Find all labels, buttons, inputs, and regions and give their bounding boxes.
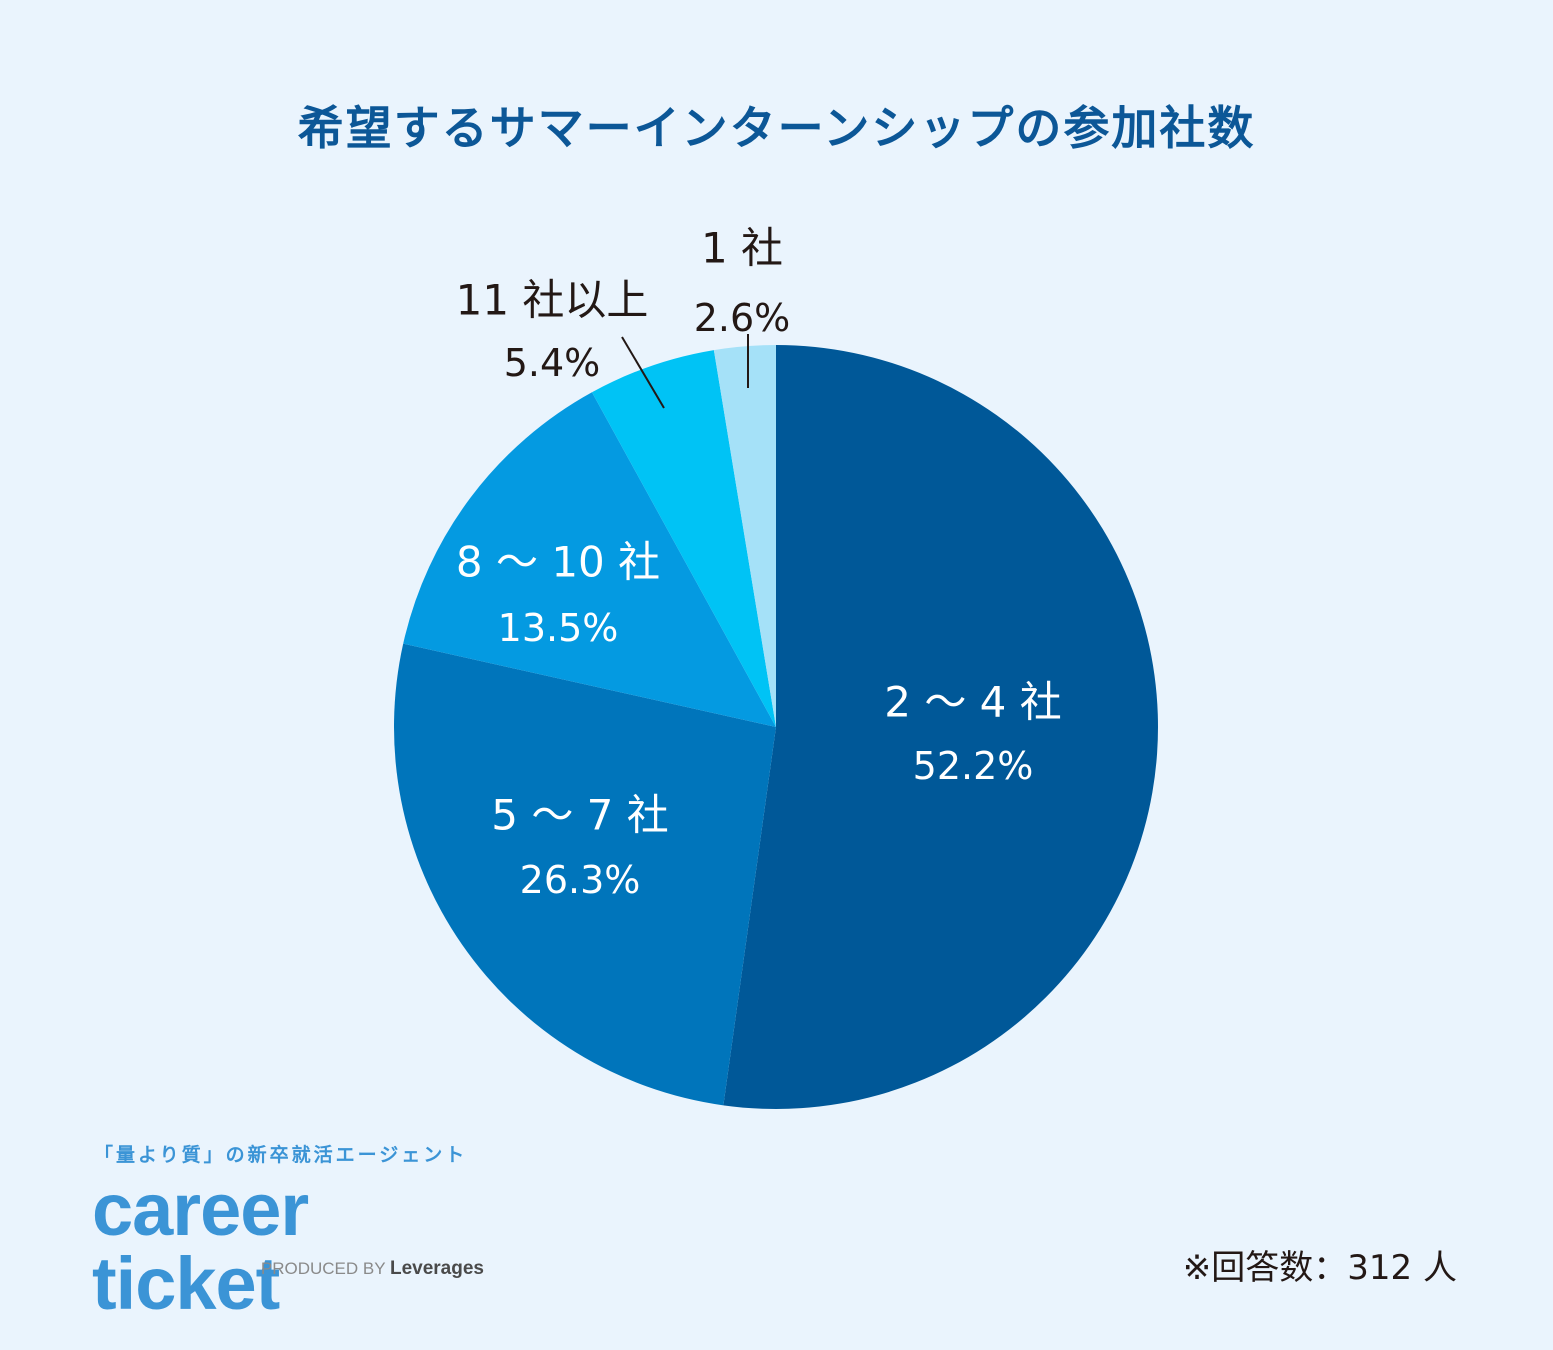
pie-slice-4 [713,345,776,727]
slice-label-4: 1 社 [701,224,783,273]
pie-slice-0 [723,345,1158,1109]
slice-label-3: 11 社以上 [456,276,649,325]
career-ticket-logo: career ticket [92,1168,309,1325]
slice-value-3: 5.4% [504,341,601,385]
producer-line: PRODUCED BY Leverages [92,1258,484,1280]
leader-line-3 [621,336,665,409]
slice-value-4: 2.6% [694,296,791,340]
slice-label-0: 2 ～ 4 社 [884,678,1062,727]
slice-value-1: 26.3% [520,858,641,902]
pie-slice-2 [403,392,776,727]
slice-label-1: 5 ～ 7 社 [491,791,669,840]
chart-title: 希望するサマーインターンシップの参加社数 [297,101,1256,155]
pie-slice-1 [393,643,776,1106]
pie-slice-3 [591,350,776,727]
brand-block: 「量より質」の新卒就活エージェント career ticket PRODUCED… [92,1140,492,1321]
brand-tagline: 「量より質」の新卒就活エージェント [94,1144,468,1166]
slice-label-2: 8 ～ 10 社 [456,538,660,587]
slice-value-2: 13.5% [498,606,619,650]
produced-by-label: PRODUCED BY [260,1259,386,1278]
leverages-logo: Leverages [389,1258,484,1279]
response-count-note: ※回答数：312 人 [1182,1248,1457,1288]
slice-value-0: 52.2% [913,744,1034,788]
